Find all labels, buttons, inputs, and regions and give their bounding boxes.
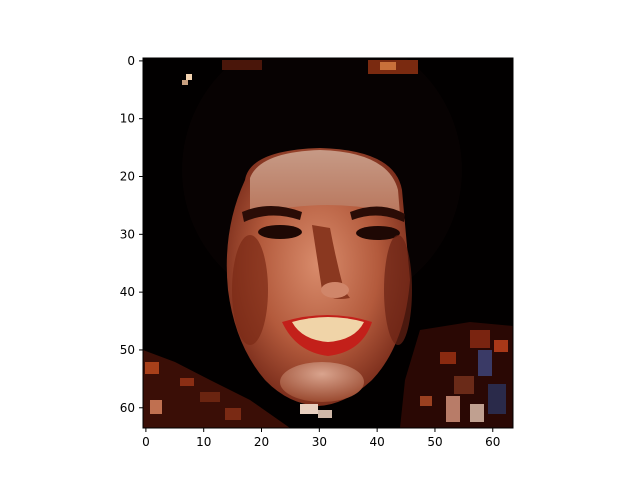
clothing-speck — [145, 362, 159, 374]
clothing-speck — [420, 396, 432, 406]
right-eyebrow — [350, 206, 405, 222]
x-tick-label: 20 — [254, 435, 269, 449]
portrait-image — [143, 58, 513, 428]
y-tick-label: 60 — [120, 401, 135, 415]
y-tick-label: 20 — [120, 170, 135, 184]
clothing-speck — [200, 392, 220, 402]
y-axis: 0 10 20 30 40 50 60 — [120, 54, 143, 415]
highlight-speck — [186, 74, 192, 80]
x-tick-label: 30 — [312, 435, 327, 449]
clothing-speck — [180, 378, 194, 386]
mouth-teeth — [292, 317, 364, 342]
x-axis: 0 10 20 30 40 50 60 — [142, 428, 500, 449]
y-tick-label: 30 — [120, 227, 135, 241]
clothing-speck — [494, 340, 508, 352]
left-eye — [258, 225, 302, 239]
y-tick-label: 50 — [120, 343, 135, 357]
clothing-speck — [454, 376, 474, 394]
x-tick-label: 40 — [370, 435, 385, 449]
right-cheek-shadow — [384, 235, 412, 345]
clothing-speck — [488, 384, 506, 414]
clothing-speck — [470, 404, 484, 422]
nose-highlight — [321, 282, 349, 298]
x-tick-label: 60 — [485, 435, 500, 449]
collar-speck — [318, 410, 332, 418]
x-tick-label: 50 — [427, 435, 442, 449]
right-eye — [356, 226, 400, 240]
y-tick-label: 10 — [120, 112, 135, 126]
chin-region — [280, 362, 364, 402]
nose-shadow — [312, 225, 350, 299]
forehead-region — [250, 150, 400, 215]
clothing-speck — [150, 400, 162, 414]
y-tick-label: 40 — [120, 285, 135, 299]
x-tick-label: 0 — [142, 435, 150, 449]
left-cheek-shadow — [232, 235, 268, 345]
y-tick-label: 0 — [127, 54, 135, 68]
clothing-speck — [440, 352, 456, 364]
top-speck — [380, 62, 396, 70]
clothing-speck — [225, 408, 241, 420]
axes-frame — [142, 57, 514, 429]
bottom-left-clothing — [143, 350, 290, 428]
collar-speck — [300, 404, 318, 414]
highlight-speck — [182, 80, 188, 85]
top-speck — [222, 60, 262, 70]
clothing-speck — [478, 350, 492, 376]
clothing-speck — [446, 396, 460, 422]
clothing-speck — [470, 330, 490, 348]
left-eyebrow — [242, 206, 302, 222]
x-tick-label: 10 — [196, 435, 211, 449]
